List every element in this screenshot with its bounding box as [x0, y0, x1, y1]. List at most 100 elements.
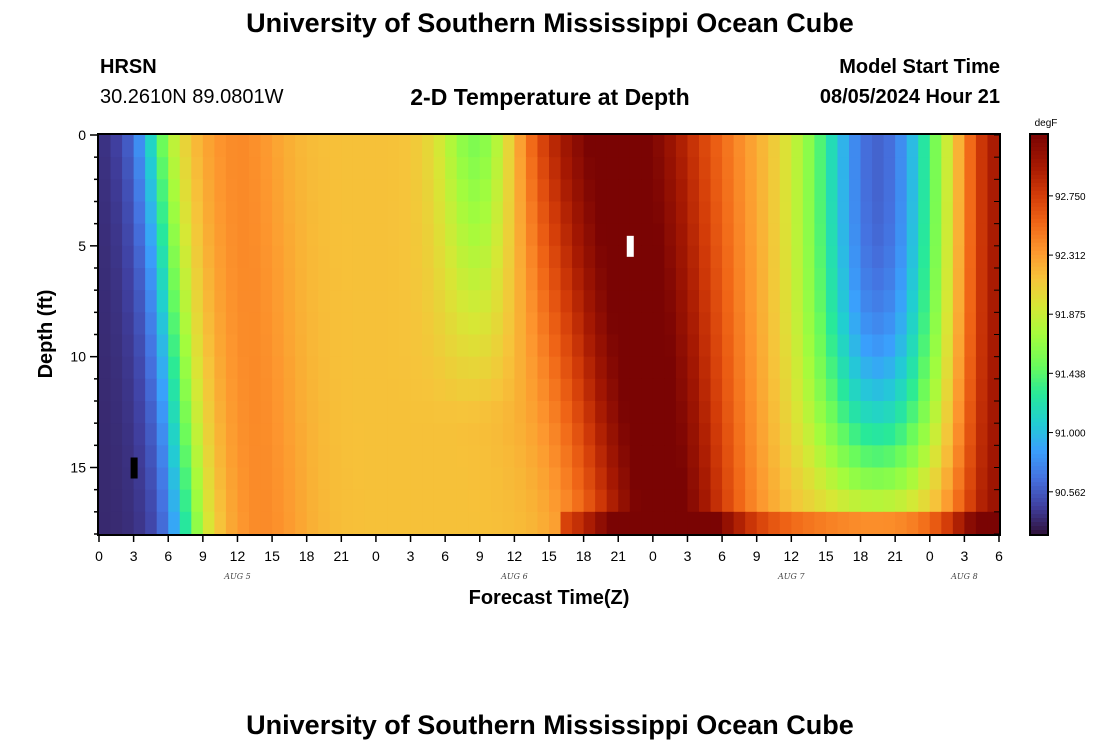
heatmap-cell: [283, 135, 296, 158]
heatmap-cell: [572, 223, 585, 247]
heatmap-cell: [202, 290, 215, 313]
heatmap-cell: [133, 356, 146, 380]
heatmap-cell: [306, 245, 319, 269]
heatmap-cell: [652, 423, 665, 446]
heatmap-cell: [595, 334, 608, 358]
heatmap-cell: [687, 223, 700, 247]
heatmap-cell: [491, 312, 504, 336]
heatmap-cell: [433, 201, 446, 225]
heatmap-cell: [202, 245, 215, 269]
heatmap-cell: [202, 511, 215, 535]
heatmap-cell: [341, 245, 354, 269]
heatmap-cell: [145, 312, 158, 336]
heatmap-cell: [468, 356, 481, 380]
heatmap-cell: [99, 179, 112, 203]
heatmap-cell: [572, 312, 585, 336]
heatmap-cell: [549, 489, 562, 513]
heatmap-cell: [606, 401, 619, 424]
heatmap-cell: [156, 290, 169, 313]
heatmap-cell: [883, 401, 896, 424]
heatmap-cell: [202, 223, 215, 247]
heatmap-cell: [791, 467, 804, 491]
x-tick-label: 9: [199, 548, 207, 564]
heatmap-cell: [445, 223, 458, 247]
heatmap-cell: [145, 356, 158, 380]
heatmap-cell: [422, 401, 435, 424]
heatmap-cell: [318, 245, 331, 269]
colorbar-segment: [1031, 286, 1047, 292]
heatmap-cell: [214, 401, 227, 424]
heatmap-cell: [295, 401, 308, 424]
heatmap-cell: [779, 312, 792, 336]
heatmap-cell: [814, 511, 827, 535]
heatmap-cell: [629, 201, 642, 225]
heatmap-cell: [364, 290, 377, 313]
heatmap-cell: [629, 378, 642, 402]
heatmap-cell: [860, 378, 873, 402]
heatmap-cell: [768, 179, 781, 203]
heatmap-cell: [375, 157, 389, 180]
heatmap-cell: [145, 268, 158, 291]
heatmap-cell: [814, 179, 827, 203]
heatmap-cell: [352, 378, 365, 402]
heatmap-cell: [422, 356, 435, 380]
heatmap-cell: [941, 223, 954, 247]
heatmap-cell: [260, 467, 273, 491]
heatmap-cell: [502, 135, 515, 158]
heatmap-cell: [629, 423, 642, 446]
heatmap-cell: [318, 423, 331, 446]
heatmap-cell: [191, 223, 204, 247]
colorbar-segment: [1031, 202, 1047, 208]
heatmap-cell: [145, 401, 158, 424]
heatmap-cell: [502, 445, 515, 469]
heatmap-cell: [456, 201, 469, 225]
heatmap-cell: [283, 179, 296, 203]
heatmap-cell: [537, 201, 550, 225]
heatmap-cell: [802, 445, 815, 469]
heatmap-cell: [975, 245, 989, 269]
heatmap-cell: [341, 157, 354, 180]
heatmap-cell: [549, 334, 562, 358]
colorbar-segment: [1031, 442, 1047, 447]
heatmap-cell: [722, 467, 735, 491]
heatmap-cell: [283, 423, 296, 446]
heatmap-cell: [652, 489, 665, 513]
heatmap-cell: [618, 467, 631, 491]
heatmap-cell: [375, 290, 389, 313]
heatmap-cell: [872, 378, 885, 402]
heatmap-cell: [710, 312, 723, 336]
heatmap-cell: [237, 157, 250, 180]
heatmap-cell: [110, 201, 123, 225]
heatmap-cell: [145, 423, 158, 446]
heatmap-cell: [664, 356, 677, 380]
heatmap-cell: [525, 290, 539, 313]
heatmap-cell: [237, 467, 250, 491]
heatmap-cell: [872, 223, 885, 247]
colorbar-segment: [1031, 418, 1047, 423]
heatmap-cell: [560, 489, 573, 513]
heatmap-cell: [318, 290, 331, 313]
heatmap-cell: [491, 223, 504, 247]
heatmap-cell: [145, 334, 158, 358]
heatmap-cell: [952, 401, 965, 424]
heatmap-cell: [375, 312, 389, 336]
heatmap-cell: [283, 467, 296, 491]
heatmap-cell: [918, 179, 931, 203]
heatmap-cell: [191, 245, 204, 269]
heatmap-cell: [329, 467, 342, 491]
heatmap-cell: [687, 245, 700, 269]
heatmap-cell: [433, 135, 446, 158]
heatmap-cell: [156, 445, 169, 469]
heatmap-cell: [733, 356, 746, 380]
heatmap-cell: [929, 268, 942, 291]
heatmap-cell: [849, 334, 862, 358]
colorbar-segment: [1031, 430, 1047, 435]
heatmap-cell: [122, 201, 135, 225]
heatmap-cell: [341, 135, 354, 158]
heatmap-cell: [641, 290, 654, 313]
heatmap-cell: [168, 157, 181, 180]
day-label: AUG 5: [223, 572, 251, 581]
colorbar-segment: [1031, 386, 1047, 391]
heatmap-cell: [329, 378, 342, 402]
heatmap-cell: [537, 356, 550, 380]
